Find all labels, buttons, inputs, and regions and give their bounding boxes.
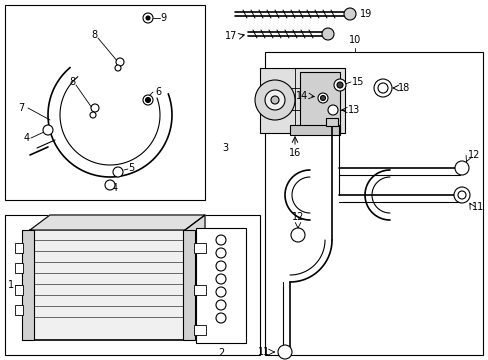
Text: 5: 5 xyxy=(128,163,134,173)
Text: 4: 4 xyxy=(24,133,30,143)
Circle shape xyxy=(343,8,355,20)
Bar xyxy=(194,285,205,295)
Circle shape xyxy=(216,235,225,245)
Text: 16: 16 xyxy=(288,148,301,158)
Bar xyxy=(5,5,204,200)
Circle shape xyxy=(216,248,225,258)
Bar xyxy=(15,285,23,295)
Circle shape xyxy=(270,96,279,104)
Circle shape xyxy=(43,125,53,135)
Bar xyxy=(264,52,482,355)
Text: 17: 17 xyxy=(224,31,237,41)
Text: 15: 15 xyxy=(351,77,364,87)
Circle shape xyxy=(373,79,391,97)
Circle shape xyxy=(457,191,465,199)
Circle shape xyxy=(116,58,124,66)
Circle shape xyxy=(216,287,225,297)
Circle shape xyxy=(90,112,96,118)
Text: 11: 11 xyxy=(471,202,483,212)
Bar xyxy=(325,118,337,126)
Circle shape xyxy=(317,93,327,103)
Circle shape xyxy=(146,16,150,20)
Circle shape xyxy=(453,187,469,203)
Circle shape xyxy=(254,80,294,120)
Text: 19: 19 xyxy=(359,9,371,19)
Circle shape xyxy=(321,28,333,40)
Text: 1: 1 xyxy=(8,280,14,290)
Circle shape xyxy=(142,95,153,105)
Text: 10: 10 xyxy=(348,35,360,45)
Circle shape xyxy=(278,345,291,359)
Circle shape xyxy=(327,105,337,115)
Text: 7: 7 xyxy=(18,103,24,113)
Text: 13: 13 xyxy=(347,105,360,115)
Circle shape xyxy=(336,82,342,88)
Polygon shape xyxy=(30,215,204,230)
Bar xyxy=(5,215,260,355)
Circle shape xyxy=(264,90,285,110)
Circle shape xyxy=(333,79,346,91)
Circle shape xyxy=(115,65,121,71)
Circle shape xyxy=(290,228,305,242)
Bar xyxy=(15,263,23,273)
Text: 2: 2 xyxy=(218,348,224,358)
Bar xyxy=(260,68,345,133)
Text: 12: 12 xyxy=(467,150,479,160)
Text: 18: 18 xyxy=(397,83,409,93)
Circle shape xyxy=(454,161,468,175)
Circle shape xyxy=(377,83,387,93)
Text: 8: 8 xyxy=(91,30,97,40)
Circle shape xyxy=(216,313,225,323)
Text: 6: 6 xyxy=(155,87,161,97)
Text: 8: 8 xyxy=(69,77,75,87)
Bar xyxy=(183,230,195,340)
Text: 14: 14 xyxy=(295,91,307,101)
Bar xyxy=(194,243,205,253)
Bar xyxy=(196,228,245,343)
Circle shape xyxy=(105,180,115,190)
Circle shape xyxy=(320,95,325,100)
Text: 9: 9 xyxy=(160,13,166,23)
Bar xyxy=(289,125,339,135)
Circle shape xyxy=(145,98,150,103)
Circle shape xyxy=(91,104,99,112)
Circle shape xyxy=(216,261,225,271)
Text: 3: 3 xyxy=(222,143,228,153)
Bar xyxy=(30,230,184,340)
Circle shape xyxy=(142,13,153,23)
Bar xyxy=(194,325,205,335)
Bar xyxy=(22,230,34,340)
Text: 12: 12 xyxy=(291,212,304,222)
Circle shape xyxy=(113,167,123,177)
Polygon shape xyxy=(184,215,204,340)
Circle shape xyxy=(216,300,225,310)
Bar xyxy=(15,305,23,315)
Bar xyxy=(299,72,339,130)
Bar xyxy=(15,243,23,253)
Text: 11: 11 xyxy=(257,347,269,357)
Text: 4: 4 xyxy=(112,183,118,193)
Circle shape xyxy=(216,274,225,284)
